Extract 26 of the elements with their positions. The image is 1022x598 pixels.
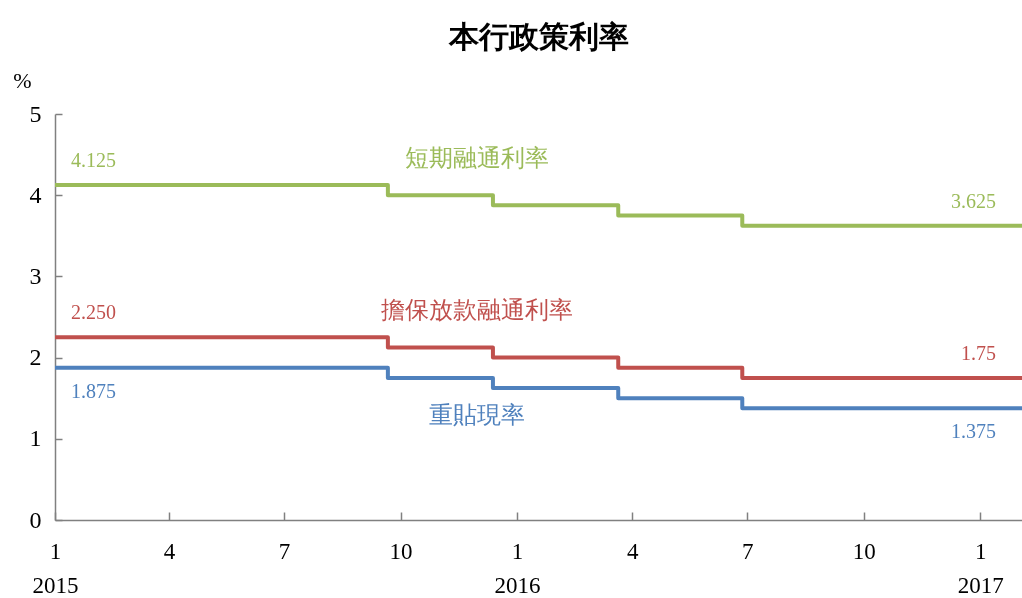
y-tick-label: 2 (29, 344, 42, 371)
x-tick-label: 4 (626, 538, 639, 564)
data-label: 1.75 (961, 341, 996, 364)
x-tick-label: 7 (278, 538, 291, 564)
x-tick-label: 10 (389, 538, 413, 564)
x-tick-label: 1 2015 (32, 538, 79, 598)
y-tick-label: 4 (29, 181, 42, 208)
y-axis-title: % (13, 67, 32, 93)
series-label: 擔保放款融通利率 (380, 297, 573, 324)
x-tick-label: 1 2017 (957, 538, 1004, 598)
x-tick-label: 4 (163, 538, 176, 564)
chart-title: 本行政策利率 (447, 20, 629, 53)
data-label: 2.250 (71, 301, 116, 324)
y-tick-label: 5 (29, 100, 42, 127)
x-tick-label: 7 (742, 538, 754, 564)
y-tick-label: 3 (29, 262, 42, 289)
x-tick-label: 1 2016 (494, 538, 541, 598)
series-label: 短期融通利率 (404, 145, 549, 172)
x-tick-label: 10 (852, 538, 876, 564)
series-label: 重貼現率 (428, 401, 525, 428)
data-label: 4.125 (71, 149, 116, 172)
data-label: 1.375 (951, 420, 996, 443)
data-label: 3.625 (951, 189, 996, 212)
y-tick-label: 0 (29, 506, 42, 533)
data-label: 1.875 (71, 379, 116, 402)
y-tick-label: 1 (29, 425, 42, 452)
